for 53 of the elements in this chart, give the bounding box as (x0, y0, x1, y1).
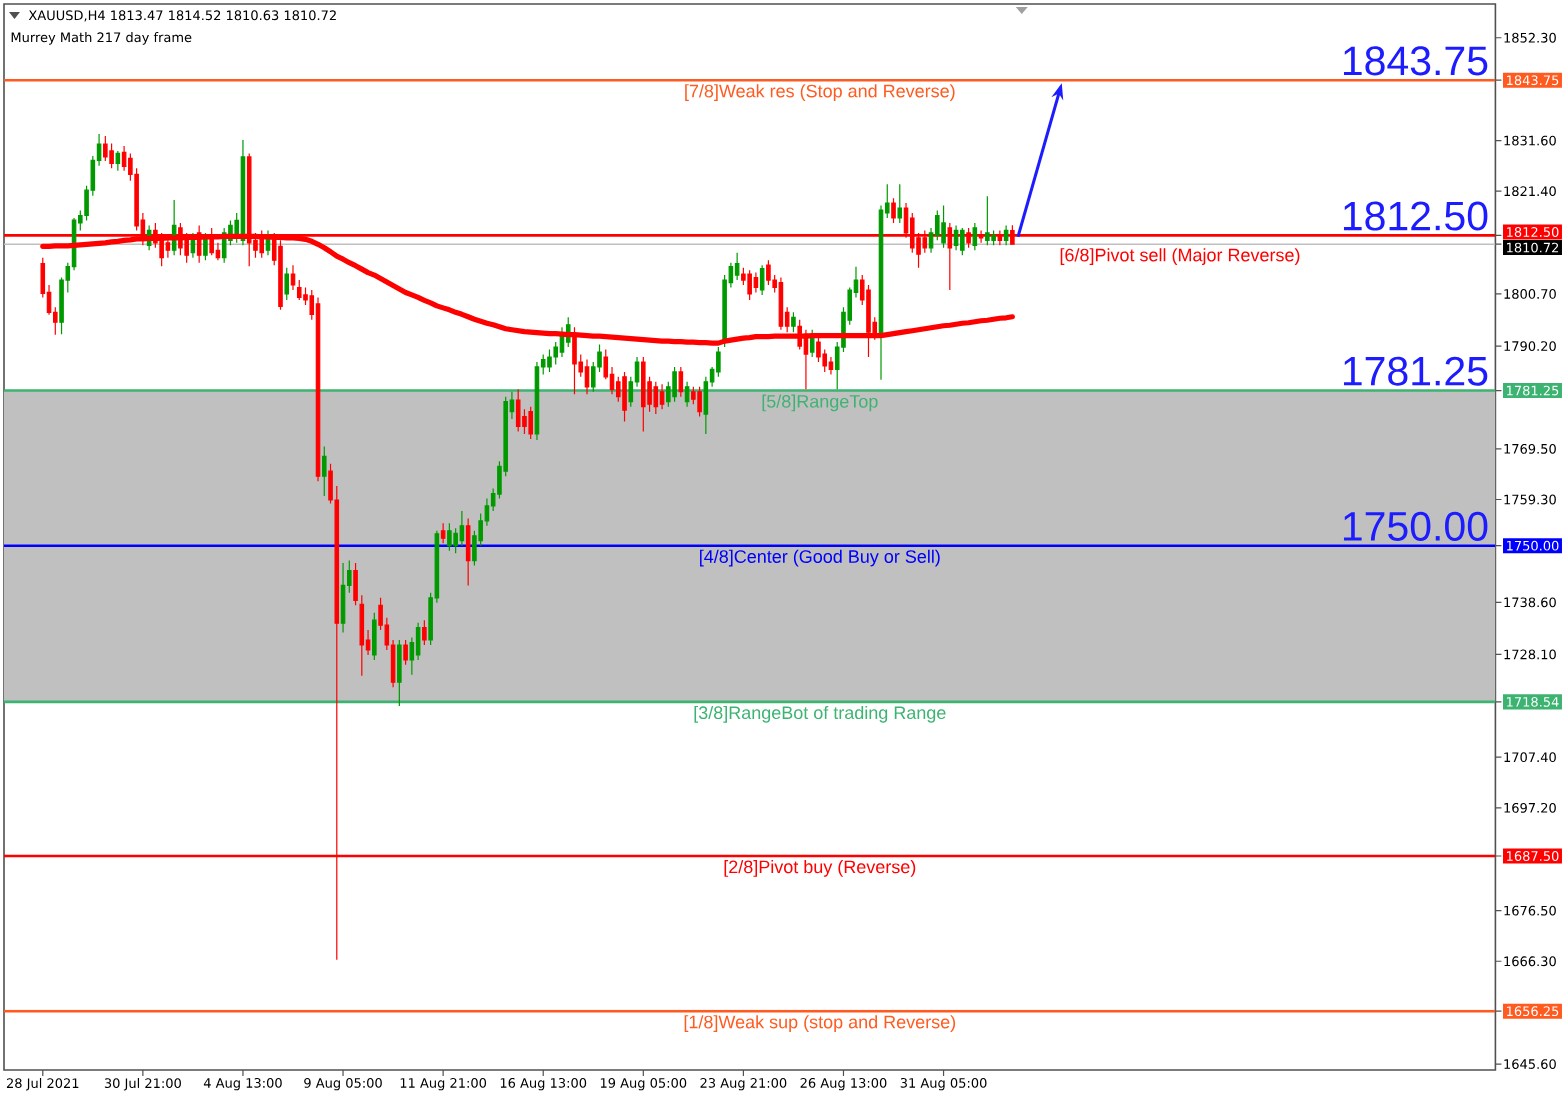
candlestick (941, 204, 946, 249)
candlestick (1003, 224, 1009, 246)
ref-line-label: [5/8]RangeTop (762, 394, 878, 412)
candlestick (584, 358, 590, 395)
annotation: 1843.75 (1343, 46, 1488, 76)
ref-line-label: [2/8]Pivot buy (Reverse) (724, 860, 916, 877)
candlestick (284, 267, 290, 301)
candlestick (547, 348, 552, 373)
candlestick (622, 371, 627, 423)
ref-line-label: [7/8]Weak res (Stop and Reverse) (685, 84, 955, 101)
candlestick (397, 639, 402, 707)
candlestick (103, 135, 108, 162)
candlestick (766, 259, 771, 286)
candlestick (672, 366, 677, 403)
candlestick (753, 272, 759, 294)
candlestick (697, 386, 702, 418)
candlestick (897, 183, 903, 224)
candlestick (791, 311, 796, 333)
candlestick (953, 224, 959, 251)
candlestick (759, 264, 765, 296)
annotation: 1781.25 (1343, 356, 1488, 386)
candlestick (422, 619, 427, 646)
candlestick (340, 562, 346, 634)
candlestick (321, 445, 327, 497)
candlestick (515, 388, 521, 433)
candlestick (465, 517, 471, 586)
ref-line-label: [3/8]RangeBot of trading Range (694, 705, 946, 723)
ref-line-label: [6/8]Pivot sell (Major Reverse) (1060, 248, 1300, 265)
ref-line-label: [1/8]Weak sup (stop and Reverse) (684, 1015, 956, 1032)
annotation: 1812.50 (1343, 201, 1488, 231)
candlestick (747, 269, 752, 301)
candlestick (972, 222, 978, 251)
candlestick (278, 239, 283, 311)
candlestick (528, 406, 533, 440)
candlestick (653, 381, 659, 415)
candlestick (659, 383, 665, 410)
annotation: 1750.00 (1343, 511, 1488, 541)
candlestick (440, 522, 446, 544)
candlestick (734, 252, 740, 281)
candlestick (828, 356, 834, 375)
candlestick (447, 522, 452, 552)
ref-line-label: [4/8]Center (Good Buy or Sell) (700, 549, 940, 567)
candlestick (960, 227, 965, 256)
candlestick (109, 142, 114, 169)
candlestick (459, 510, 465, 547)
candlestick (891, 197, 896, 224)
candlestick (403, 639, 408, 666)
candlestick (985, 195, 990, 246)
candlestick (678, 366, 684, 398)
candlestick (115, 150, 121, 172)
candlestick (684, 381, 690, 408)
candlestick (372, 612, 377, 661)
candlestick (641, 356, 646, 433)
